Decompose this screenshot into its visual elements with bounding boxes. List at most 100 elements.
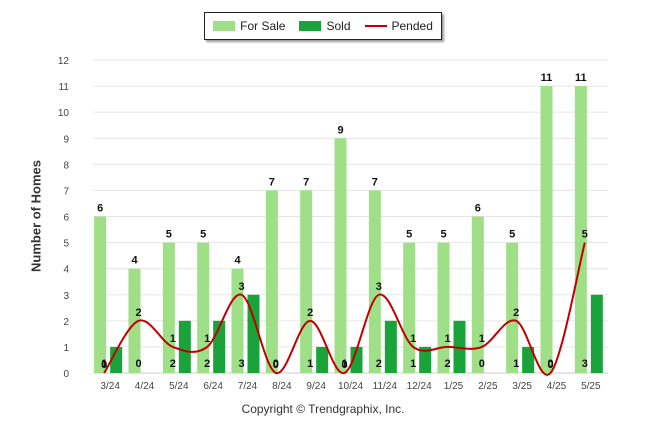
legend-item-sold[interactable]: Sold (299, 19, 351, 33)
y-axis-label: Number of Homes (28, 160, 44, 272)
data-label-for-sale: 4 (234, 255, 241, 267)
x-tick-label: 3/24 (100, 381, 120, 392)
data-label-pended: 2 (513, 307, 519, 319)
data-label-pended: 0 (101, 359, 107, 371)
line-pended (103, 242, 586, 376)
y-tick-label: 11 (59, 82, 70, 93)
data-label-pended: 5 (582, 229, 588, 241)
data-label-sold: 2 (204, 358, 210, 370)
x-tick-label: 5/25 (581, 381, 601, 392)
bar-sold (590, 294, 603, 373)
y-tick-label: 5 (63, 239, 69, 250)
data-label-pended: 3 (238, 281, 244, 293)
x-tick-label: 10/24 (338, 381, 363, 392)
data-label-for-sale: 5 (440, 229, 446, 241)
x-tick-label: 6/24 (203, 381, 223, 392)
data-label-sold: 3 (582, 358, 588, 370)
y-tick-label: 9 (63, 134, 69, 145)
x-tick-label: 8/24 (272, 381, 292, 392)
data-label-for-sale: 11 (575, 72, 587, 84)
data-label-pended: 1 (204, 333, 210, 345)
data-label-for-sale: 5 (509, 229, 515, 241)
bar-sold (522, 346, 535, 373)
data-label-sold: 0 (273, 358, 279, 370)
x-tick-label: 4/24 (135, 381, 155, 392)
x-tick-label: 11/24 (373, 381, 398, 392)
bar-for-sale (128, 268, 141, 373)
data-label-sold: 1 (341, 358, 347, 370)
legend-label-for-sale: For Sale (240, 19, 286, 33)
data-label-pended: 3 (376, 281, 382, 293)
data-label-sold: 0 (547, 358, 553, 370)
data-label-pended: 0 (341, 359, 347, 371)
data-label-for-sale: 11 (541, 72, 553, 84)
bar-for-sale (403, 242, 416, 373)
bar-sold (453, 320, 466, 373)
bar-sold (384, 320, 397, 373)
data-label-sold: 1 (307, 358, 313, 370)
bar-for-sale (540, 86, 553, 373)
data-label-sold: 1 (410, 358, 416, 370)
data-label-for-sale: 5 (406, 229, 412, 241)
data-label-for-sale: 6 (97, 203, 103, 215)
legend-swatch-for-sale (213, 21, 236, 31)
x-tick-label: 7/24 (238, 381, 258, 392)
x-tick-label: 4/25 (547, 381, 567, 392)
legend-swatch-sold (299, 21, 322, 31)
data-label-sold: 2 (170, 358, 176, 370)
x-tick-label: 3/25 (512, 381, 532, 392)
data-label-pended: 1 (410, 333, 416, 345)
data-label-sold: 1 (101, 358, 107, 370)
bar-for-sale (368, 190, 381, 373)
bar-for-sale (162, 242, 175, 373)
data-label-sold: 2 (444, 358, 450, 370)
data-label-for-sale: 7 (372, 176, 378, 188)
data-label-pended: 0 (273, 359, 279, 371)
copyright-footer: Copyright © Trendgraphix, Inc. (241, 402, 405, 416)
legend: For Sale Sold Pended (204, 12, 442, 40)
bar-for-sale (197, 242, 210, 373)
bar-for-sale (94, 216, 107, 373)
data-label-sold: 1 (513, 358, 519, 370)
x-tick-label: 2/25 (478, 381, 498, 392)
data-label-pended: 1 (444, 333, 450, 345)
y-tick-label: 6 (63, 213, 69, 224)
bar-sold (350, 346, 363, 373)
data-label-sold: 2 (376, 358, 382, 370)
data-label-pended: 1 (170, 333, 176, 345)
data-label-for-sale: 9 (337, 124, 343, 136)
bar-for-sale (265, 190, 278, 373)
y-tick-label: 4 (63, 265, 69, 276)
data-label-for-sale: 7 (269, 176, 275, 188)
data-label-for-sale: 4 (131, 255, 138, 267)
data-label-for-sale: 5 (200, 229, 206, 241)
data-label-for-sale: 6 (475, 203, 481, 215)
data-label-pended: 0 (547, 359, 553, 371)
bar-sold (110, 346, 123, 373)
x-tick-label: 9/24 (306, 381, 326, 392)
data-label-for-sale: 5 (166, 229, 172, 241)
legend-label-sold: Sold (326, 19, 351, 33)
x-tick-label: 12/24 (407, 381, 432, 392)
bar-sold (178, 320, 191, 373)
bar-for-sale (471, 216, 484, 373)
x-tick-label: 1/25 (444, 381, 464, 392)
y-tick-label: 1 (63, 343, 69, 354)
bar-sold (316, 346, 329, 373)
legend-swatch-pended (364, 25, 387, 27)
y-tick-label: 12 (58, 56, 70, 67)
x-tick-label: 5/24 (169, 381, 189, 392)
bar-for-sale (506, 242, 519, 373)
data-label-sold: 0 (479, 358, 485, 370)
y-tick-label: 0 (63, 369, 69, 380)
y-tick-label: 8 (63, 160, 69, 171)
bar-sold (247, 294, 260, 373)
data-label-sold: 0 (135, 358, 141, 370)
bar-for-sale (574, 86, 587, 373)
data-label-pended: 2 (307, 307, 313, 319)
legend-item-for-sale[interactable]: For Sale (213, 19, 285, 33)
legend-item-pended[interactable]: Pended (364, 19, 433, 33)
y-tick-label: 2 (63, 317, 69, 328)
y-tick-label: 3 (63, 291, 69, 302)
data-label-pended: 2 (135, 307, 141, 319)
